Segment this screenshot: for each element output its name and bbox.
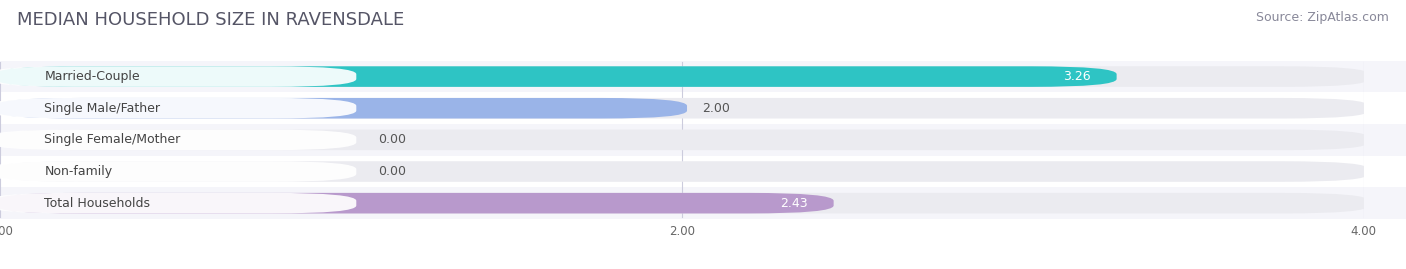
Bar: [0, 61, 1406, 93]
FancyBboxPatch shape: [0, 193, 356, 214]
Text: 0.00: 0.00: [378, 133, 406, 146]
FancyBboxPatch shape: [0, 66, 1369, 87]
Bar: [0, 156, 1406, 187]
FancyBboxPatch shape: [0, 193, 834, 214]
Text: Non-family: Non-family: [45, 165, 112, 178]
FancyBboxPatch shape: [0, 98, 1369, 119]
FancyBboxPatch shape: [0, 98, 688, 119]
Text: 0.00: 0.00: [378, 165, 406, 178]
Text: Single Male/Father: Single Male/Father: [45, 102, 160, 115]
Text: Married-Couple: Married-Couple: [45, 70, 141, 83]
Bar: [0, 187, 1406, 219]
FancyBboxPatch shape: [0, 193, 1369, 214]
Text: Single Female/Mother: Single Female/Mother: [45, 133, 180, 146]
FancyBboxPatch shape: [0, 130, 1369, 150]
FancyBboxPatch shape: [0, 161, 1369, 182]
FancyBboxPatch shape: [0, 66, 1116, 87]
Text: 2.43: 2.43: [780, 197, 808, 210]
FancyBboxPatch shape: [0, 161, 356, 182]
Text: MEDIAN HOUSEHOLD SIZE IN RAVENSDALE: MEDIAN HOUSEHOLD SIZE IN RAVENSDALE: [17, 11, 404, 29]
Text: 3.26: 3.26: [1063, 70, 1091, 83]
FancyBboxPatch shape: [0, 66, 356, 87]
Text: Source: ZipAtlas.com: Source: ZipAtlas.com: [1256, 11, 1389, 24]
Text: Total Households: Total Households: [45, 197, 150, 210]
Bar: [0, 124, 1406, 156]
Text: 2.00: 2.00: [703, 102, 730, 115]
Bar: [0, 93, 1406, 124]
FancyBboxPatch shape: [0, 130, 356, 150]
FancyBboxPatch shape: [0, 98, 356, 119]
